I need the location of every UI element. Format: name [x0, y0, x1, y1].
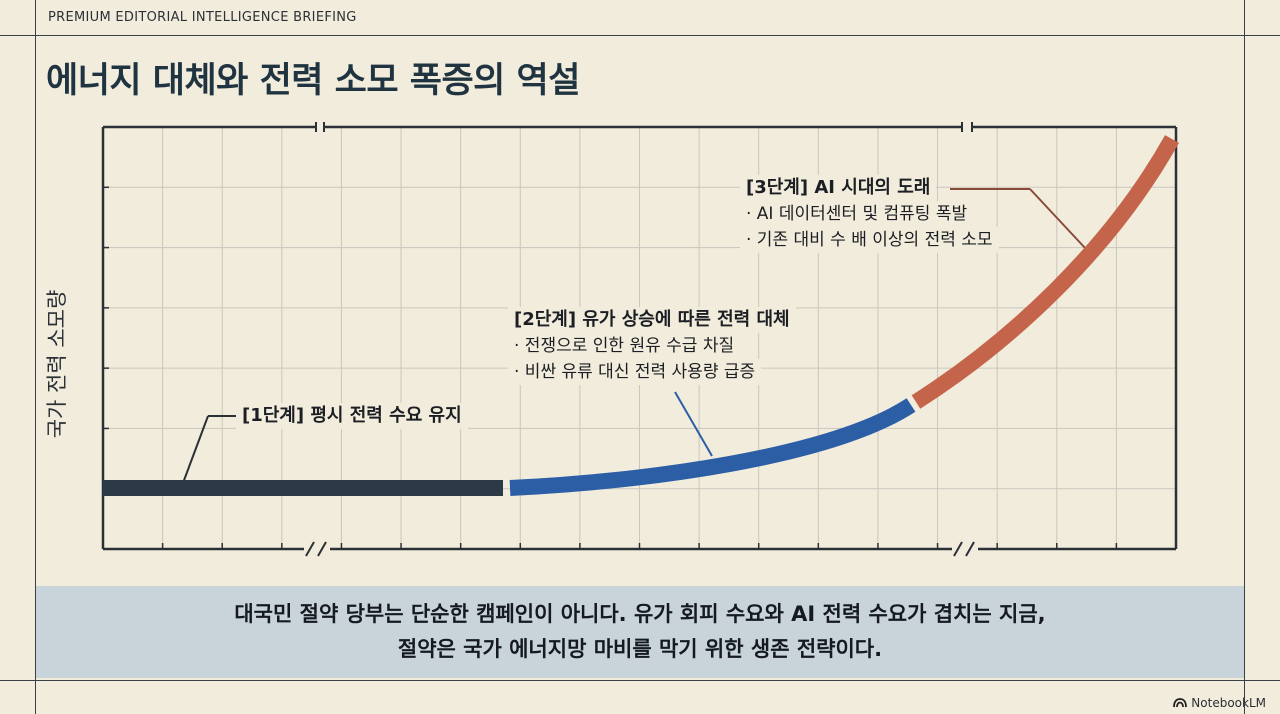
stage1-title: [1단계] 평시 전력 수요 유지	[236, 403, 468, 429]
notebooklm-logo-icon	[1173, 698, 1188, 708]
y-axis-label: 국가 전력 소모량	[45, 289, 69, 439]
stage2-curve	[509, 398, 916, 496]
stage3-leader-diag	[1029, 188, 1087, 250]
frame-bottom-line	[0, 680, 1280, 681]
page-title: 에너지 대체와 전력 소모 폭증의 역설	[46, 61, 580, 101]
axis-frame	[101, 122, 1178, 558]
kicker-text: PREMIUM EDITORIAL INTELLIGENCE BRIEFING	[48, 10, 357, 25]
stage2-bullet-1: · 전쟁으로 인한 원유 수급 차질	[508, 333, 741, 359]
frame-top-line	[0, 35, 1280, 36]
stage2-title: [2단계] 유가 상승에 따른 전력 대체	[508, 307, 796, 333]
frame-right-line	[1244, 0, 1245, 714]
axis-break-left	[304, 540, 330, 558]
stage2-annotation: [2단계] 유가 상승에 따른 전력 대체 · 전쟁으로 인한 원유 수급 차질…	[508, 307, 796, 385]
brand-mark: NotebookLM	[1173, 696, 1266, 710]
conclusion-banner: 대국민 절약 당부는 단순한 캠페인이 아니다. 유가 회피 수요와 AI 전력…	[36, 586, 1244, 678]
banner-line-1: 대국민 절약 당부는 단순한 캠페인이 아니다. 유가 회피 수요와 AI 전력…	[234, 602, 1046, 626]
brand-name: NotebookLM	[1191, 696, 1266, 710]
stage3-curve	[911, 135, 1179, 409]
stage1-leader-line	[182, 415, 209, 484]
stage3-annotation: [3단계] AI 시대의 도래 · AI 데이터센터 및 컴퓨팅 폭발 · 기존…	[740, 175, 999, 253]
stage2-leader-line	[674, 391, 713, 457]
axis-break-right	[952, 540, 978, 558]
stage3-bullet-1: · AI 데이터센터 및 컴퓨팅 폭발	[740, 201, 974, 227]
stage3-bullet-2: · 기존 대비 수 배 이상의 전력 소모	[740, 227, 999, 253]
banner-line-2: 절약은 국가 에너지망 마비를 막기 위한 생존 전략이다.	[397, 637, 883, 661]
stage1-annotation: [1단계] 평시 전력 수요 유지	[236, 403, 468, 429]
frame-left-line	[35, 0, 36, 714]
stage2-bullet-2: · 비싼 유류 대신 전력 사용량 급증	[508, 359, 762, 385]
stage3-title: [3단계] AI 시대의 도래	[740, 175, 937, 201]
